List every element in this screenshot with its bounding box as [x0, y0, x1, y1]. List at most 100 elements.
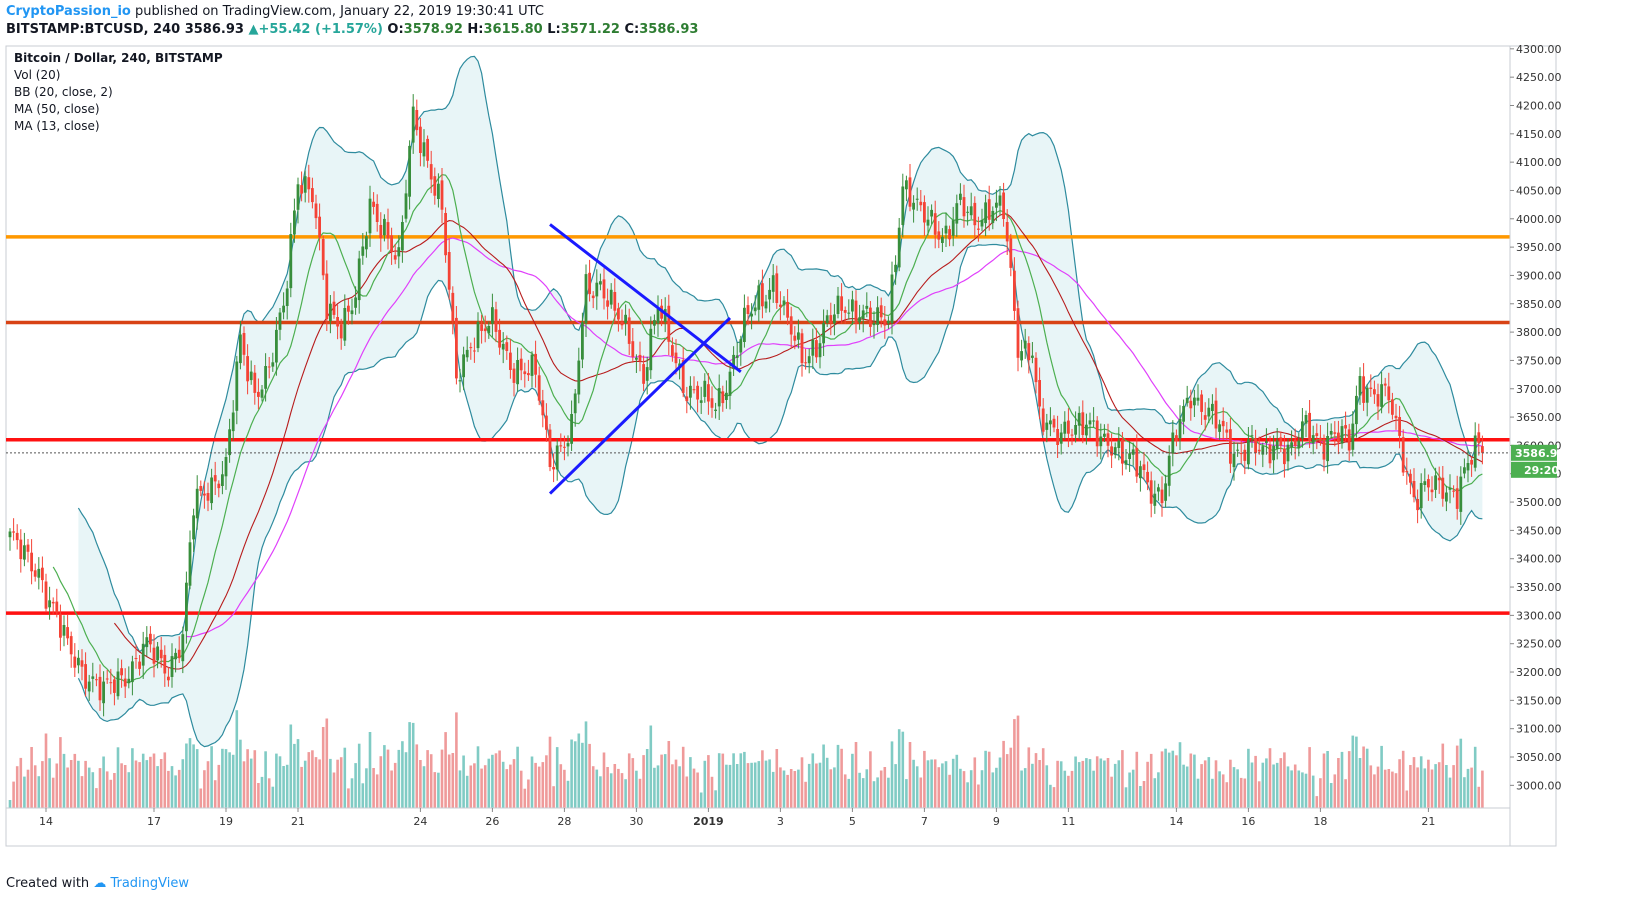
- volume-bar: [1304, 773, 1308, 808]
- candle-body: [1254, 438, 1257, 454]
- legend-bollinger[interactable]: BB (20, close, 2): [14, 85, 113, 99]
- x-tick-label: 19: [219, 815, 233, 828]
- volume-bar: [465, 775, 469, 808]
- candle-body: [642, 364, 645, 384]
- candle-body: [858, 317, 861, 323]
- volume-bar: [980, 770, 984, 808]
- volume-bar: [303, 760, 307, 808]
- volume-bar: [390, 770, 393, 808]
- candle-body: [555, 445, 559, 470]
- volume-bar: [433, 772, 437, 808]
- candle-body: [894, 264, 897, 273]
- volume-bar: [707, 755, 710, 808]
- volume-bar: [393, 762, 397, 808]
- candle-body: [897, 227, 901, 268]
- x-tick-label: 26: [485, 815, 499, 828]
- volume-bar: [1034, 753, 1038, 808]
- tradingview-logo-icon[interactable]: ☁: [93, 876, 107, 891]
- candle-body: [843, 310, 847, 313]
- volume-bar: [264, 751, 267, 808]
- volume-bar: [1110, 776, 1113, 808]
- volume-bar: [332, 772, 336, 808]
- time-axis[interactable]: 14 17 19 21 24 26 28 30 2019 3 5 7 9 11 14 16 18 21: [39, 808, 1435, 828]
- volume-bar: [642, 755, 645, 808]
- candle-body: [872, 323, 876, 326]
- candle-body: [199, 486, 203, 491]
- candle-body: [350, 310, 354, 315]
- price-tag-value: 3586.93: [1515, 447, 1565, 460]
- candle-body: [242, 333, 246, 355]
- volume-bar: [1423, 768, 1427, 808]
- candle-body: [483, 328, 487, 332]
- volume-bar: [426, 750, 429, 808]
- volume-bar: [815, 763, 818, 808]
- volume-bar: [1031, 763, 1034, 808]
- candle-body: [998, 195, 1002, 206]
- volume-bar: [1002, 740, 1005, 808]
- volume-bar: [44, 733, 48, 808]
- volume-bar: [631, 758, 635, 808]
- volume-bar: [1214, 760, 1218, 808]
- volume-bar: [1380, 745, 1383, 808]
- volume-bar: [131, 748, 134, 808]
- candle-body: [1023, 340, 1027, 349]
- y-tick-label: 3900.00: [1516, 269, 1562, 282]
- volume-bar: [1229, 759, 1232, 808]
- candle-body: [1337, 432, 1340, 443]
- legend-volume[interactable]: Vol (20): [14, 68, 60, 82]
- volume-bar: [116, 747, 120, 808]
- last-price-tag: 3586.93 29:20: [1511, 444, 1565, 478]
- candle-body: [1178, 418, 1182, 439]
- ma-13-line: [52, 173, 1483, 684]
- candle-body: [1376, 394, 1380, 407]
- volume-bar: [761, 750, 764, 808]
- candle-body: [491, 307, 494, 324]
- volume-bar: [1016, 715, 1020, 808]
- candle-body: [822, 323, 825, 344]
- tradingview-brand[interactable]: TradingView: [110, 876, 189, 891]
- volume-bar: [379, 756, 383, 808]
- candle-body: [1301, 421, 1304, 439]
- candle-body: [246, 356, 249, 382]
- volume-bar: [843, 774, 847, 808]
- candle-body: [1063, 421, 1067, 434]
- volume-bar: [1322, 753, 1326, 808]
- volume-bar: [678, 766, 681, 808]
- volume-bar: [890, 741, 894, 808]
- volume-bar: [818, 762, 822, 808]
- volume-bar: [149, 756, 152, 808]
- volume-bar: [1412, 757, 1416, 808]
- candle-body: [577, 360, 581, 395]
- candle-body: [116, 671, 120, 697]
- volume-bar: [242, 761, 246, 808]
- candle-body: [188, 542, 192, 586]
- candle-body: [703, 380, 707, 397]
- volume-bar: [1275, 762, 1279, 808]
- volume-bar: [692, 768, 696, 808]
- publish-info: CryptoPassion_io published on TradingVie…: [6, 4, 544, 19]
- candle-body: [926, 219, 930, 226]
- candle-body: [1229, 429, 1232, 464]
- legend-ma13[interactable]: MA (13, close): [14, 119, 100, 133]
- volume-bar: [869, 751, 872, 808]
- candle-body: [527, 373, 530, 376]
- candle-body: [1311, 435, 1315, 444]
- volume-bar: [739, 753, 743, 808]
- volume-bar: [1211, 778, 1214, 808]
- candle-body: [1146, 471, 1149, 483]
- y-tick-label: 3750.00: [1516, 354, 1562, 367]
- candle-body: [829, 315, 833, 323]
- candle-body: [437, 183, 440, 199]
- author-link[interactable]: CryptoPassion_io: [6, 4, 131, 19]
- price-chart[interactable]: 3000.00 3050.00 3100.00 3150.00 3200.00 3250.…: [0, 40, 1627, 876]
- volume-bar: [905, 779, 908, 808]
- volume-bar: [343, 747, 347, 808]
- volume-bar: [797, 769, 800, 808]
- volume-bar: [1337, 758, 1340, 808]
- legend-ma50[interactable]: MA (50, close): [14, 102, 100, 116]
- candle-body: [1477, 432, 1481, 443]
- volume-bar: [1409, 765, 1412, 808]
- candle-body: [1355, 395, 1358, 425]
- volume-bar: [1319, 778, 1322, 808]
- volume-bar: [984, 750, 987, 808]
